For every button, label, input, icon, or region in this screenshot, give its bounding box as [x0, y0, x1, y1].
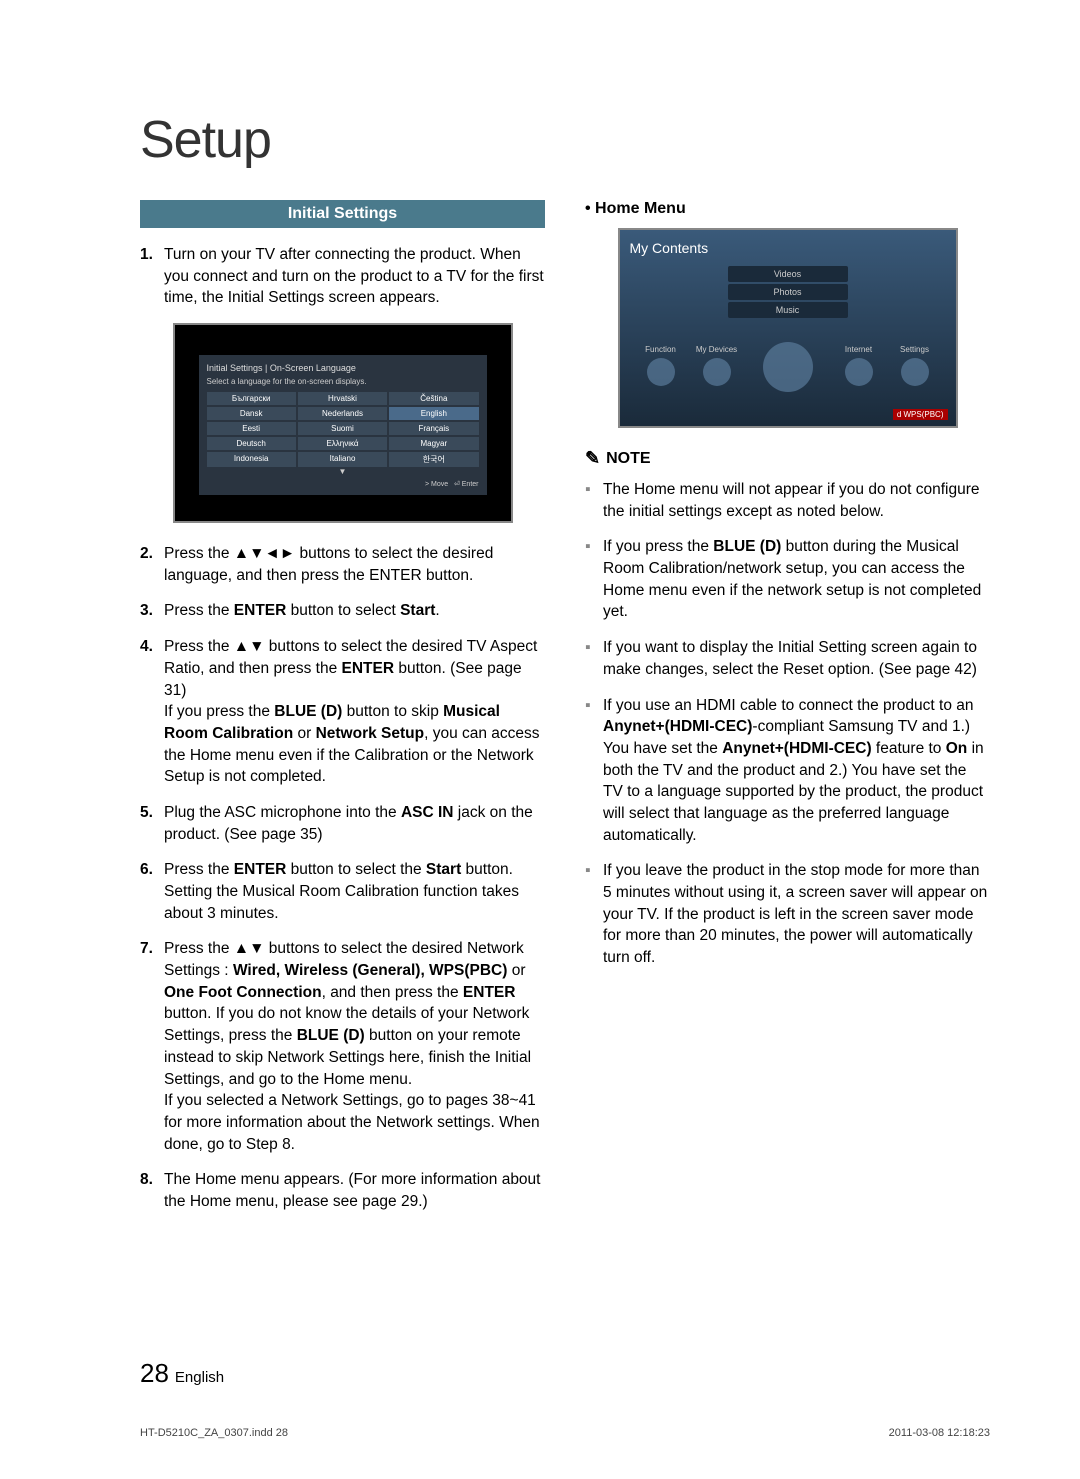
note-icon: ✎: [585, 448, 600, 469]
page-language: English: [175, 1369, 224, 1386]
setup-steps: 1. Turn on your TV after connecting the …: [140, 244, 545, 309]
step-text: Turn on your TV after connecting the pro…: [164, 244, 545, 309]
home-menu-heading: Home Menu: [585, 200, 990, 218]
lang-option: Български: [207, 392, 296, 405]
note-list: ▪ The Home menu will not appear if you d…: [585, 479, 990, 969]
wps-label: d WPS(PBC): [893, 409, 948, 420]
note-item: ▪ If you want to display the Initial Set…: [585, 637, 990, 680]
step-number: 6.: [140, 859, 164, 924]
note-text: If you press the BLUE (D) button during …: [603, 536, 990, 623]
note-text: If you want to display the Initial Setti…: [603, 637, 990, 680]
page-footer: 28 English: [140, 1358, 224, 1389]
step-number: 1.: [140, 244, 164, 309]
step-number: 2.: [140, 543, 164, 586]
initial-settings-banner: Initial Settings: [140, 200, 545, 228]
note-item: ▪ If you leave the product in the stop m…: [585, 860, 990, 968]
step-3: 3. Press the ENTER button to select Star…: [140, 600, 545, 622]
devices-icon: [703, 358, 731, 386]
right-column: Home Menu My Contents Videos Photos Musi…: [585, 200, 990, 1227]
lang-option: Eesti: [207, 422, 296, 435]
step-text: Press the ▲▼ buttons to select the desir…: [164, 938, 545, 1155]
home-menu-screenshot-mock: My Contents Videos Photos Music Function…: [618, 228, 958, 428]
lang-option: Indonesia: [207, 452, 296, 467]
note-text: The Home menu will not appear if you do …: [603, 479, 990, 522]
bullet-icon: ▪: [585, 479, 603, 522]
note-label: NOTE: [606, 450, 650, 468]
step-number: 4.: [140, 636, 164, 788]
language-grid: Български Hrvatski Čeština Dansk Nederla…: [207, 392, 479, 467]
print-timestamp: 2011-03-08 12:18:23: [889, 1427, 990, 1439]
nav-disc: [748, 338, 828, 396]
step-number: 3.: [140, 600, 164, 622]
step-6: 6. Press the ENTER button to select the …: [140, 859, 545, 924]
note-text: If you leave the product in the stop mod…: [603, 860, 990, 968]
step-7: 7. Press the ▲▼ buttons to select the de…: [140, 938, 545, 1155]
home-menu-title: My Contents: [630, 240, 946, 256]
lang-option: Čeština: [389, 392, 478, 405]
step-number: 8.: [140, 1169, 164, 1212]
nav-internet: Internet: [834, 345, 884, 390]
step-number: 5.: [140, 802, 164, 845]
internet-icon: [845, 358, 873, 386]
left-column: Initial Settings 1. Turn on your TV afte…: [140, 200, 545, 1227]
step-8: 8. The Home menu appears. (For more info…: [140, 1169, 545, 1212]
nav-settings: Settings: [890, 345, 940, 390]
note-text: If you use an HDMI cable to connect the …: [603, 695, 990, 847]
step-number: 7.: [140, 938, 164, 1155]
nav-function: Function: [636, 345, 686, 390]
step-4: 4. Press the ▲▼ buttons to select the de…: [140, 636, 545, 788]
lang-option: Ελληνικά: [298, 437, 387, 450]
print-footer: HT-D5210C_ZA_0307.indd 28 2011-03-08 12:…: [140, 1427, 990, 1439]
note-item: ▪ If you use an HDMI cable to connect th…: [585, 695, 990, 847]
tv-screenshot-mock: Initial Settings | On-Screen Language Se…: [173, 323, 513, 523]
settings-icon: [901, 358, 929, 386]
function-icon: [647, 358, 675, 386]
home-menu-item: Videos: [728, 266, 848, 282]
step-1: 1. Turn on your TV after connecting the …: [140, 244, 545, 309]
lang-option: Deutsch: [207, 437, 296, 450]
dialog-subtitle: Select a language for the on-screen disp…: [207, 377, 479, 386]
step-2: 2. Press the ▲▼◄► buttons to select the …: [140, 543, 545, 586]
note-heading: ✎ NOTE: [585, 448, 990, 469]
step-text: Press the ENTER button to select the Sta…: [164, 859, 545, 924]
lang-option: Magyar: [389, 437, 478, 450]
dialog-footer: > Move ⏎ Enter: [207, 480, 479, 488]
lang-option: Hrvatski: [298, 392, 387, 405]
lang-option: Suomi: [298, 422, 387, 435]
step-text: Press the ENTER button to select Start.: [164, 600, 545, 622]
tv-dialog: Initial Settings | On-Screen Language Se…: [199, 355, 487, 495]
home-menu-nav: Function My Devices Internet Settings: [630, 338, 946, 396]
source-file: HT-D5210C_ZA_0307.indd 28: [140, 1427, 288, 1439]
bullet-icon: ▪: [585, 637, 603, 680]
home-menu-item: Photos: [728, 284, 848, 300]
lang-option: Italiano: [298, 452, 387, 467]
step-text: Press the ▲▼◄► buttons to select the des…: [164, 543, 545, 586]
scroll-arrow-icon: ▼: [207, 467, 479, 476]
home-menu-item: Music: [728, 302, 848, 318]
lang-option: Dansk: [207, 407, 296, 420]
nav-mydevices: My Devices: [692, 345, 742, 390]
page-title: Setup: [140, 110, 990, 170]
enter-hint: ⏎ Enter: [454, 481, 479, 488]
content-columns: Initial Settings 1. Turn on your TV afte…: [140, 200, 990, 1227]
bullet-icon: ▪: [585, 536, 603, 623]
lang-option-selected: English: [389, 407, 478, 420]
note-item: ▪ The Home menu will not appear if you d…: [585, 479, 990, 522]
lang-option: Français: [389, 422, 478, 435]
note-item: ▪ If you press the BLUE (D) button durin…: [585, 536, 990, 623]
disc-icon: [763, 342, 813, 392]
page-number: 28: [140, 1358, 169, 1389]
bullet-icon: ▪: [585, 860, 603, 968]
lang-option: Nederlands: [298, 407, 387, 420]
step-text: Press the ▲▼ buttons to select the desir…: [164, 636, 545, 788]
step-5: 5. Plug the ASC microphone into the ASC …: [140, 802, 545, 845]
lang-option: 한국어: [389, 452, 478, 467]
step-text: Plug the ASC microphone into the ASC IN …: [164, 802, 545, 845]
move-hint: > Move: [425, 481, 448, 488]
dialog-title: Initial Settings | On-Screen Language: [207, 363, 479, 373]
bullet-icon: ▪: [585, 695, 603, 847]
step-text: The Home menu appears. (For more informa…: [164, 1169, 545, 1212]
setup-steps-cont: 2. Press the ▲▼◄► buttons to select the …: [140, 543, 545, 1213]
